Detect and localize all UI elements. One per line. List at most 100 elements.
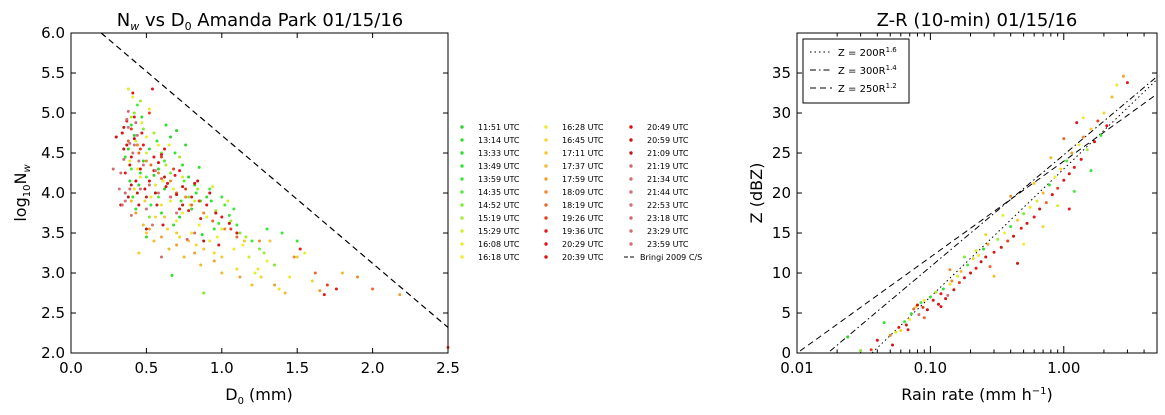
left-data-point — [313, 271, 317, 275]
right-data-point — [903, 320, 907, 324]
left-data-point — [132, 115, 136, 119]
right-plot-frame — [796, 32, 1158, 354]
left-data-point — [134, 139, 138, 143]
left-data-point — [190, 207, 194, 211]
left-data-point — [187, 195, 191, 199]
right-data-point — [1025, 221, 1029, 225]
left-data-point — [152, 239, 156, 243]
left-x-tick-label: 1.5 — [285, 359, 309, 377]
left-data-point — [215, 235, 219, 239]
left-data-point — [132, 133, 136, 137]
left-data-point — [123, 155, 127, 159]
left-data-point — [159, 235, 163, 239]
left-data-point — [205, 215, 209, 219]
right-data-point — [1038, 207, 1042, 211]
left-data-point — [135, 167, 139, 171]
legend-entry-label: 14:35 UTC — [478, 188, 520, 197]
legend-marker — [629, 229, 633, 233]
right-data-point — [992, 274, 996, 278]
right-data-point — [1019, 226, 1023, 230]
left-data-point — [202, 239, 206, 243]
left-data-point — [120, 203, 124, 207]
zr-legend-label-main: Z = 300R — [838, 66, 886, 77]
left-data-point — [144, 235, 148, 239]
legend-entry-label: 23:59 UTC — [647, 240, 689, 249]
left-data-point — [152, 155, 156, 159]
left-data-point — [138, 187, 142, 191]
left-data-point — [155, 139, 159, 143]
left-data-point — [129, 213, 133, 217]
left-data-point — [164, 185, 168, 189]
right-data-point — [1089, 169, 1093, 173]
legend-marker — [629, 125, 633, 129]
right-data-point — [939, 292, 943, 296]
left-data-point — [128, 179, 132, 183]
right-data-point — [921, 305, 925, 309]
left-data-point — [175, 243, 179, 247]
left-data-point — [173, 173, 177, 177]
left-data-point — [167, 143, 171, 147]
right-data-point — [936, 302, 940, 306]
zr-legend-label: Z = 250R1.2 — [838, 82, 897, 95]
left-data-point — [128, 141, 132, 145]
left-data-point — [135, 143, 139, 147]
left-data-point — [149, 203, 153, 207]
left-data-point — [268, 239, 272, 243]
left-data-point — [223, 203, 227, 207]
left-data-point — [159, 211, 163, 215]
right-data-point — [962, 255, 966, 259]
left-data-point — [220, 255, 224, 259]
right-data-point — [1003, 231, 1007, 235]
right-y-tick-label: 20 — [772, 184, 791, 202]
right-x-tick-label: 0.01 — [780, 359, 813, 377]
left-data-point — [235, 231, 239, 235]
legend-entry-label: 17:37 UTC — [562, 162, 604, 171]
left-data-point — [126, 195, 130, 199]
left-data-point — [181, 203, 185, 207]
left-data-point — [149, 195, 153, 199]
left-data-point — [223, 227, 227, 231]
right-data-point — [948, 268, 952, 272]
right-data-point — [984, 255, 988, 259]
left-data-point — [241, 243, 245, 247]
left-data-point — [147, 215, 151, 219]
left-data-point — [197, 165, 201, 169]
left-data-point — [128, 163, 132, 167]
left-data-point — [141, 159, 145, 163]
legend-marker — [629, 151, 633, 155]
left-data-point — [129, 155, 133, 159]
legend-marker — [460, 177, 464, 181]
left-data-point — [280, 231, 284, 235]
left-x-tick-label: 0.0 — [59, 359, 83, 377]
right-data-point — [941, 287, 945, 291]
legend-marker — [460, 164, 464, 168]
right-data-point — [1001, 213, 1005, 217]
legend-entry-label: 17:59 UTC — [562, 175, 604, 184]
left-data-point — [159, 203, 163, 207]
right-data-point — [984, 233, 988, 237]
left-data-point — [190, 231, 194, 235]
left-y-tick-label: 5.5 — [41, 64, 65, 82]
legend-marker — [460, 255, 464, 259]
left-y-tick-label: 6.0 — [41, 24, 65, 42]
left-data-point — [117, 187, 121, 191]
left-data-point — [220, 271, 224, 275]
legend-marker — [629, 177, 633, 181]
left-data-point — [200, 233, 204, 237]
left-data-point — [202, 211, 206, 215]
nw-vs-d0-panel: Nw vs D0 Amanda Park 01/15/16 0.0 0.5 1.0 1… — [11, 10, 460, 407]
right-data-point — [922, 298, 926, 302]
right-y-tick-label: 35 — [772, 64, 791, 82]
right-data-point — [969, 271, 973, 275]
left-data-point — [162, 147, 166, 151]
left-data-point — [114, 135, 118, 139]
right-data-point — [946, 293, 950, 297]
left-data-point — [193, 251, 197, 255]
left-data-point — [135, 191, 139, 195]
right-data-point — [1062, 178, 1066, 182]
left-y-tick-label: 2.0 — [41, 344, 65, 362]
left-data-point — [172, 187, 176, 191]
left-data-point — [371, 287, 375, 291]
left-data-point — [227, 213, 231, 217]
left-data-point — [212, 227, 216, 231]
